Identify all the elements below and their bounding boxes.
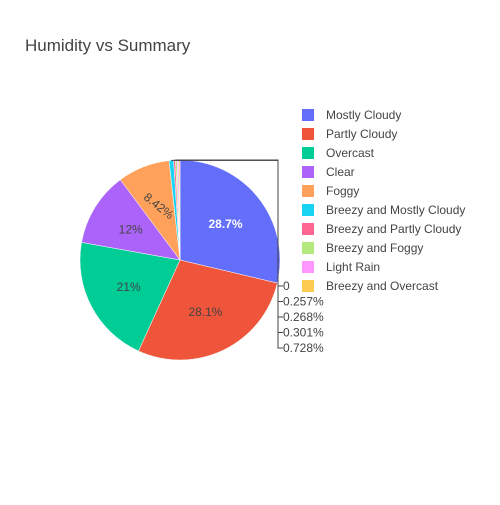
legend-swatch-breezy-and-overcast [302,280,314,292]
pie-slices [79,159,281,361]
legend-label-clear: Clear [326,165,355,179]
legend-item-light-rain[interactable]: Light Rain [302,260,380,274]
legend-swatch-breezy-and-partly-cloudy [302,223,314,235]
legend-swatch-breezy-and-foggy [302,242,314,254]
legend-item-partly-cloudy[interactable]: Partly Cloudy [302,127,397,141]
legend-item-breezy-and-partly-cloudy[interactable]: Breezy and Partly Cloudy [302,222,461,236]
pie-label-overcast: 21% [117,280,141,294]
pie-label-breezy-and-overcast: 0 [283,279,290,293]
pie-slice-partly-cloudy[interactable] [138,259,278,361]
pie-label-light-rain: 0.257% [283,295,324,309]
legend-label-breezy-and-mostly-cloudy: Breezy and Mostly Cloudy [326,203,465,217]
pie-slice-mostly-cloudy[interactable] [179,159,281,284]
legend-item-breezy-and-overcast[interactable]: Breezy and Overcast [302,279,439,293]
legend[interactable]: Mostly Cloudy Partly Cloudy Overcast Clear F… [302,108,465,293]
pie-slice-overcast[interactable] [79,242,181,352]
legend-label-breezy-and-partly-cloudy: Breezy and Partly Cloudy [326,222,461,236]
legend-item-breezy-and-mostly-cloudy[interactable]: Breezy and Mostly Cloudy [302,203,465,217]
chart-title: Humidity vs Summary [25,36,191,55]
legend-item-clear[interactable]: Clear [302,165,355,179]
legend-label-breezy-and-overcast: Breezy and Overcast [326,279,439,293]
legend-swatch-foggy [302,185,314,197]
legend-label-mostly-cloudy: Mostly Cloudy [326,108,401,122]
legend-label-breezy-and-foggy: Breezy and Foggy [326,241,423,255]
legend-item-mostly-cloudy[interactable]: Mostly Cloudy [302,108,401,122]
pie-label-mostly-cloudy: 28.7% [208,217,242,231]
legend-label-overcast: Overcast [326,146,375,160]
pie-label-breezy-and-foggy: 0.268% [283,310,324,324]
pie-label-partly-cloudy: 28.1% [188,305,222,319]
legend-swatch-partly-cloudy [302,128,314,140]
pie-leader-breezy-and-mostly-cloudy [171,159,283,349]
legend-swatch-overcast [302,147,314,159]
legend-item-overcast[interactable]: Overcast [302,146,375,160]
pie-outside-labels: 0 0.257%0.268% 0.301%0.728% [171,159,324,355]
legend-swatch-breezy-and-mostly-cloudy [302,204,314,216]
pie-label-breezy-and-mostly-cloudy: 0.728% [283,341,324,355]
legend-item-breezy-and-foggy[interactable]: Breezy and Foggy [302,241,423,255]
pie-label-breezy-and-partly-cloudy: 0.301% [283,326,324,340]
pie-label-clear: 12% [119,222,143,236]
legend-swatch-mostly-cloudy [302,109,314,121]
legend-swatch-clear [302,166,314,178]
legend-swatch-light-rain [302,261,314,273]
legend-label-foggy: Foggy [326,184,359,198]
legend-item-foggy[interactable]: Foggy [302,184,359,198]
pie-slice-clear[interactable] [81,179,181,261]
legend-label-partly-cloudy: Partly Cloudy [326,127,397,141]
legend-label-light-rain: Light Rain [326,260,380,274]
